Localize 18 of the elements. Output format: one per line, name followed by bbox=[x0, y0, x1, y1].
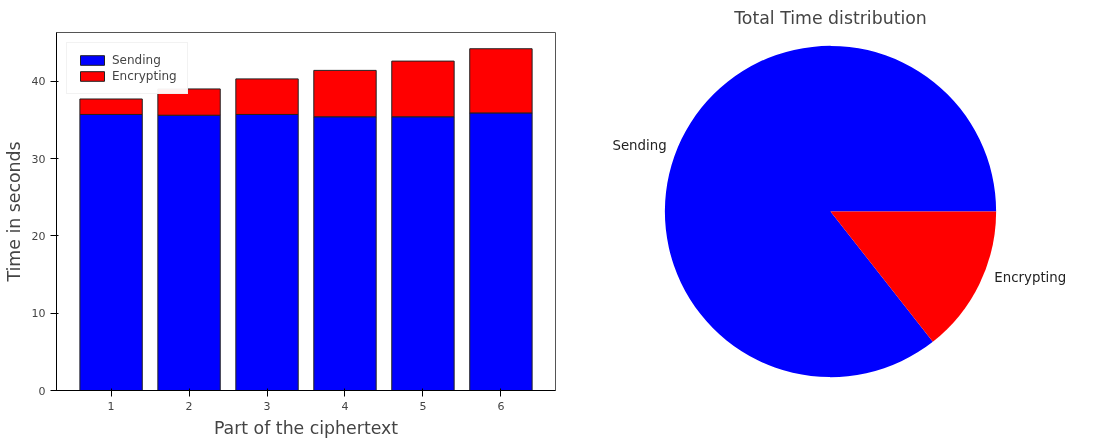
y-tick-label: 0 bbox=[38, 384, 46, 398]
y-tick-label: 30 bbox=[31, 152, 46, 166]
legend-label: Sending bbox=[112, 53, 161, 67]
x-tick-label: 3 bbox=[263, 399, 271, 413]
x-tick-label: 4 bbox=[341, 399, 349, 413]
x-tick-label: 2 bbox=[185, 399, 193, 413]
x-tick-label: 1 bbox=[107, 399, 115, 413]
x-tick-label: 5 bbox=[419, 399, 427, 413]
slice-label: Encrypting bbox=[994, 270, 1067, 286]
y-tick-label: 10 bbox=[31, 307, 46, 321]
y-tick-label: 40 bbox=[31, 75, 46, 89]
legend-label: Encrypting bbox=[112, 69, 177, 83]
y-axis-title: Time in seconds bbox=[3, 141, 24, 283]
y-tick-label: 20 bbox=[31, 229, 46, 243]
x-axis-title: Part of the ciphertext bbox=[213, 417, 399, 438]
slice-label: Sending bbox=[612, 137, 667, 153]
x-tick-label: 6 bbox=[497, 399, 505, 413]
chart-title: Total Time distribution bbox=[733, 7, 927, 28]
